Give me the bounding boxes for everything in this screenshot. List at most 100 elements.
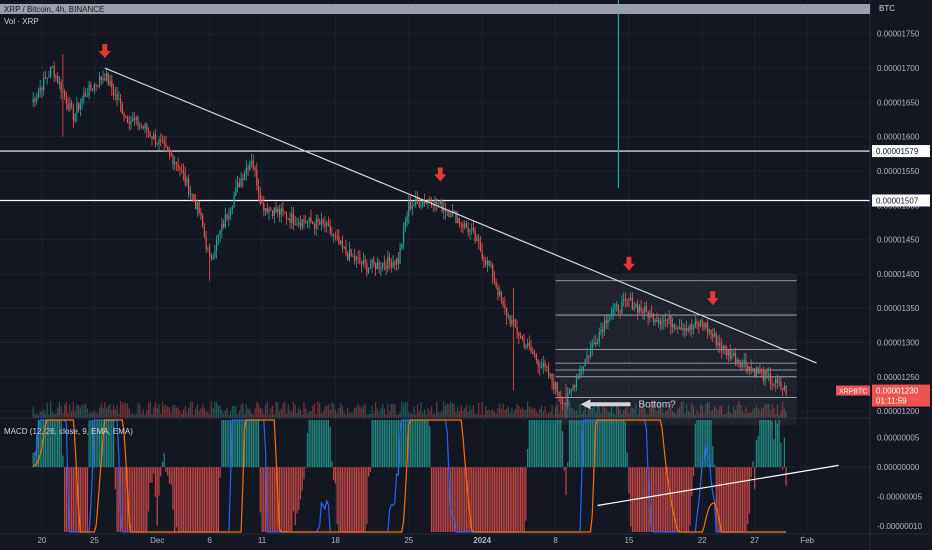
macd-histogram-bar bbox=[364, 467, 366, 532]
macd-histogram-bar bbox=[500, 467, 502, 532]
candle-body bbox=[361, 262, 363, 265]
volume-bar bbox=[593, 401, 595, 418]
volume-bar bbox=[165, 404, 167, 418]
candle-body bbox=[623, 298, 625, 302]
volume-bar bbox=[104, 402, 106, 418]
macd-histogram-bar bbox=[425, 420, 427, 468]
macd-histogram-bar bbox=[366, 467, 368, 525]
volume-bar bbox=[71, 411, 73, 418]
macd-histogram-bar bbox=[181, 467, 183, 532]
volume-bar bbox=[455, 411, 457, 418]
volume-bar bbox=[654, 409, 656, 418]
volume-bar bbox=[689, 412, 691, 418]
macd-histogram-bar bbox=[553, 420, 555, 468]
volume-bar bbox=[446, 403, 448, 418]
candle-body bbox=[315, 219, 317, 229]
macd-histogram-bar bbox=[139, 467, 141, 532]
candle-body bbox=[399, 248, 401, 264]
volume-bar bbox=[273, 414, 275, 418]
macd-histogram-bar bbox=[547, 420, 550, 468]
candle-body bbox=[97, 85, 99, 87]
candle-body bbox=[708, 329, 710, 332]
candle-body bbox=[55, 76, 57, 78]
volume-bar bbox=[72, 401, 74, 418]
volume-bar bbox=[198, 410, 200, 418]
volume-bar bbox=[713, 405, 716, 418]
volume-bar bbox=[726, 413, 728, 418]
macd-histogram-bar bbox=[582, 420, 585, 468]
volume-bar bbox=[776, 404, 779, 418]
volume-bar bbox=[493, 411, 496, 418]
macd-histogram-bar bbox=[329, 426, 331, 468]
candle-body bbox=[670, 315, 672, 328]
time-tick-label: 2024 bbox=[473, 536, 491, 545]
macd-histogram-bar bbox=[775, 420, 777, 468]
candle-body bbox=[93, 84, 95, 91]
macd-histogram-bar bbox=[764, 420, 766, 468]
volume-bar bbox=[373, 413, 375, 418]
macd-histogram-bar bbox=[58, 420, 61, 468]
candle-body bbox=[561, 398, 564, 405]
candle-body bbox=[766, 371, 768, 375]
candle-body bbox=[308, 217, 310, 222]
symbol-legend[interactable]: XRP / Bitcoin, 4h, BINANCE bbox=[4, 5, 105, 14]
macd-histogram-bar bbox=[319, 420, 321, 468]
candle-body bbox=[327, 222, 330, 226]
candle-body bbox=[373, 259, 375, 264]
macd-legend[interactable]: MACD (12, 26, close, 9, EMA, EMA) bbox=[4, 427, 133, 436]
macd-histogram-bar bbox=[46, 420, 48, 468]
macd-histogram-bar bbox=[413, 420, 415, 468]
volume-bar bbox=[223, 413, 225, 418]
macd-histogram-bar bbox=[637, 467, 639, 532]
volume-bar bbox=[299, 409, 302, 418]
candle-body bbox=[67, 104, 69, 110]
candle-body bbox=[626, 299, 628, 301]
macd-histogram-bar bbox=[57, 420, 59, 468]
macd-histogram-bar bbox=[420, 420, 422, 468]
macd-histogram-bar bbox=[161, 461, 164, 468]
candle-body bbox=[154, 134, 157, 144]
volume-legend[interactable]: Vol · XRP bbox=[4, 17, 39, 26]
macd-histogram-bar bbox=[308, 420, 310, 468]
candle-body bbox=[719, 342, 721, 346]
volume-bar bbox=[640, 406, 642, 418]
currency-label[interactable]: BTC bbox=[879, 4, 895, 13]
volume-bar bbox=[741, 411, 744, 418]
volume-bar bbox=[677, 409, 679, 418]
time-tick-label: 18 bbox=[331, 536, 340, 545]
macd-histogram-bar bbox=[780, 442, 782, 468]
volume-bar bbox=[425, 414, 427, 418]
candle-body bbox=[91, 89, 94, 91]
macd-histogram-bar bbox=[612, 420, 614, 468]
candle-body bbox=[229, 210, 232, 216]
volume-bar bbox=[729, 412, 731, 418]
macd-histogram-bar bbox=[51, 420, 54, 468]
volume-bar bbox=[369, 413, 371, 418]
price-tick-label: 0.00001450 bbox=[877, 236, 920, 245]
macd-histogram-bar bbox=[436, 467, 438, 532]
macd-histogram-bar bbox=[701, 420, 703, 468]
candle-body bbox=[343, 246, 345, 248]
candle-body bbox=[387, 256, 389, 269]
volume-bar bbox=[411, 413, 413, 418]
macd-histogram-bar bbox=[167, 467, 169, 476]
candle-body bbox=[287, 218, 289, 220]
candle-body bbox=[443, 208, 445, 212]
candle-body bbox=[406, 215, 408, 223]
macd-tick-label: 0.00000005 bbox=[877, 434, 920, 443]
volume-bar bbox=[250, 413, 253, 418]
candle-body bbox=[48, 76, 50, 78]
candle-body bbox=[586, 355, 588, 360]
candle-body bbox=[712, 334, 714, 337]
candle-body bbox=[350, 249, 352, 257]
macd-histogram-bar bbox=[285, 467, 288, 532]
volume-bar bbox=[191, 401, 193, 418]
price-tick-label: 0.00001700 bbox=[877, 64, 920, 73]
candle-body bbox=[179, 167, 181, 170]
candle-body bbox=[769, 373, 772, 384]
volume-bar bbox=[347, 407, 349, 418]
candle-body bbox=[198, 202, 200, 213]
candle-body bbox=[727, 349, 730, 356]
candle-body bbox=[668, 315, 670, 321]
candle-body bbox=[34, 98, 36, 102]
